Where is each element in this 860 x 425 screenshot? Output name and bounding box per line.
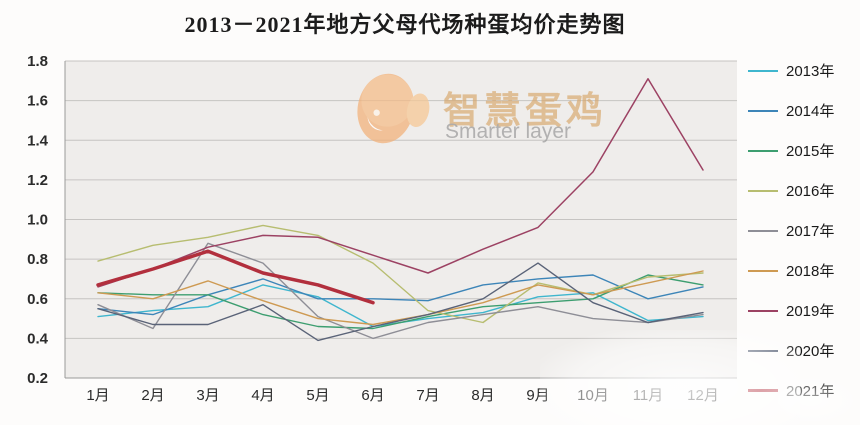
legend-item-2021年[interactable]: 2021年 <box>748 382 835 400</box>
legend-swatch-2014年 <box>748 109 778 112</box>
y-tick-label: 1.2 <box>27 172 48 189</box>
x-tick-label: 6月 <box>361 387 384 404</box>
legend-swatch-2016年 <box>748 189 778 192</box>
series-line-2018年 <box>97 270 704 326</box>
legend-swatch-2015年 <box>748 149 778 152</box>
legend-label: 2016年 <box>786 183 835 200</box>
x-tick-label: 4月 <box>251 387 274 404</box>
legend-label: 2019年 <box>786 303 835 320</box>
y-tick-label: 1.6 <box>27 93 48 110</box>
series-line-2015年 <box>97 274 704 330</box>
legend-swatch-2013年 <box>748 69 778 72</box>
legend-label: 2020年 <box>786 343 835 360</box>
legend-item-2017年[interactable]: 2017年 <box>748 222 835 240</box>
legend-item-2014年[interactable]: 2014年 <box>748 102 835 120</box>
y-tick-label: 1.4 <box>27 132 49 149</box>
series-line-2016年 <box>97 224 704 324</box>
legend-label: 2021年 <box>786 383 835 400</box>
legend-swatch-2020年 <box>748 349 778 352</box>
legend-item-2020年[interactable]: 2020年 <box>748 342 835 360</box>
y-tick-label: 1.8 <box>27 53 48 70</box>
x-tick-label: 12月 <box>687 387 719 404</box>
series-line-2020年 <box>97 262 704 342</box>
x-tick-label: 11月 <box>633 387 664 404</box>
legend-label: 2015年 <box>786 143 835 160</box>
x-tick-label: 2月 <box>141 387 164 404</box>
legend-swatch-2018年 <box>748 269 778 272</box>
legend-label: 2017年 <box>786 223 835 240</box>
legend-swatch-2017年 <box>748 229 778 232</box>
legend-swatch-2021年 <box>748 389 778 392</box>
legend-item-2015年[interactable]: 2015年 <box>748 142 835 160</box>
chart-legend: 2013年 2014年 2015年 2016年 2017年 2018年 2019年 2020年… <box>748 62 835 400</box>
series-line-2014年 <box>97 274 704 316</box>
x-tick-label: 8月 <box>471 387 494 404</box>
legend-item-2013年[interactable]: 2013年 <box>748 62 835 80</box>
x-tick-label: 9月 <box>526 387 549 404</box>
legend-swatch-2019年 <box>748 309 778 312</box>
y-tick-label: 0.4 <box>27 330 49 347</box>
series-line-2017年 <box>97 242 704 340</box>
series-line-2021年 <box>96 249 375 305</box>
legend-label: 2014年 <box>786 103 835 120</box>
x-tick-label: 3月 <box>196 387 219 404</box>
x-tick-label: 10月 <box>577 387 609 404</box>
chart-title: 2013－2021年地方父母代场种蛋均价走势图 <box>184 12 626 37</box>
x-tick-label: 7月 <box>416 387 439 404</box>
x-tick-label: 1月 <box>86 387 109 404</box>
y-tick-label: 1.0 <box>27 212 48 229</box>
series-line-2019年 <box>97 78 704 288</box>
legend-label: 2018年 <box>786 263 835 280</box>
legend-item-2019年[interactable]: 2019年 <box>748 302 835 320</box>
y-tick-label: 0.6 <box>27 291 48 308</box>
legend-item-2016年[interactable]: 2016年 <box>748 182 835 200</box>
legend-label: 2013年 <box>786 63 835 80</box>
y-tick-label: 0.2 <box>27 370 48 387</box>
legend-item-2018年[interactable]: 2018年 <box>748 262 835 280</box>
y-tick-label: 0.8 <box>27 251 48 268</box>
x-tick-label: 5月 <box>306 387 329 404</box>
